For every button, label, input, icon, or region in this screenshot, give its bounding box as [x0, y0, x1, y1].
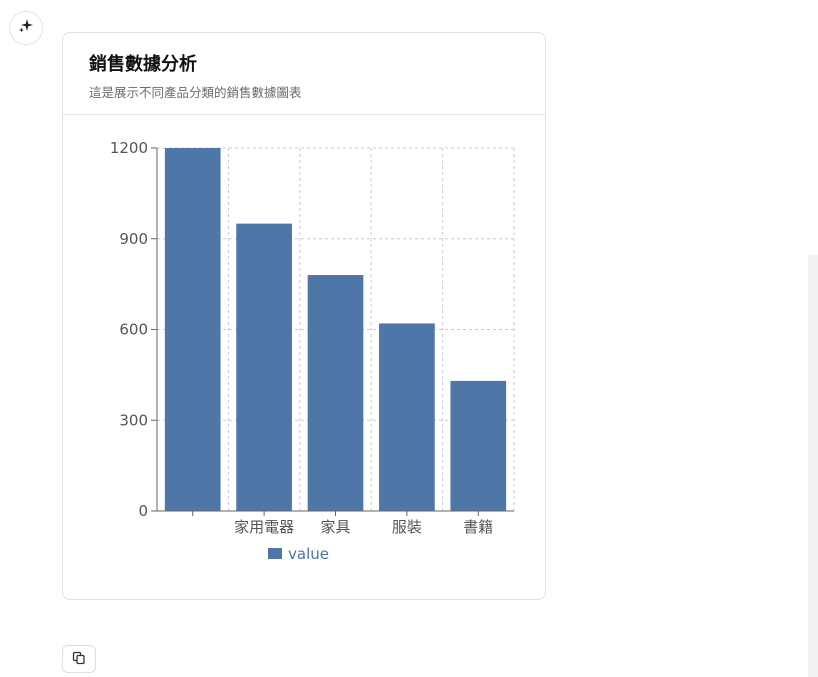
bar-2: [236, 223, 292, 511]
x-tick-label: 家用電器: [234, 518, 294, 536]
sparkle-button[interactable]: [9, 11, 43, 45]
y-tick-label: 0: [138, 502, 148, 520]
legend-swatch: [268, 548, 282, 559]
scroll-strip: [808, 255, 818, 677]
copy-icon: [72, 650, 86, 669]
legend-label: value: [288, 545, 329, 563]
y-tick-label: 900: [119, 230, 148, 248]
copy-button[interactable]: [62, 645, 96, 673]
bar-1: [164, 148, 221, 511]
bar-5: [450, 380, 507, 511]
chart-title: 銷售數據分析: [89, 54, 197, 75]
x-tick-label: 服裝: [392, 518, 422, 536]
x-tick-label: 家具: [320, 518, 350, 536]
bar-4: [379, 323, 435, 511]
bar-chart: 0 300 600 900 1200 家用電器 家具 服裝 書籍 value: [110, 139, 515, 563]
bar-3: [307, 275, 364, 511]
y-tick-label: 1200: [110, 139, 148, 157]
y-tick-label: 300: [119, 411, 148, 429]
sparkle-icon: [18, 18, 34, 38]
card-header: 銷售數據分析 這是展示不同產品分類的銷售數據圖表: [63, 33, 545, 115]
y-tick-label: 600: [119, 321, 148, 339]
chart-area: 0 300 600 900 1200 家用電器 家具 服裝 書籍 value: [63, 115, 545, 599]
chart-subtitle: 這是展示不同產品分類的銷售數據圖表: [89, 85, 302, 100]
x-tick-label: 書籍: [463, 518, 493, 536]
chart-card: 銷售數據分析 這是展示不同產品分類的銷售數據圖表 0 300 600 900 1200 家…: [62, 32, 546, 600]
